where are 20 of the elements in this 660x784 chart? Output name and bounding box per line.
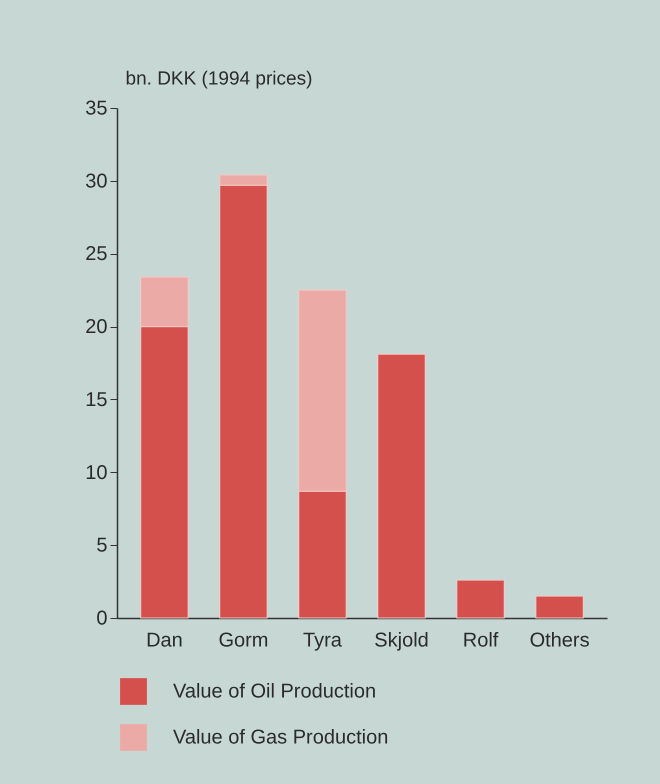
y-tick-label: 10 (85, 462, 108, 484)
x-tick-label: Others (530, 630, 590, 652)
x-tick-label: Gorm (218, 630, 268, 652)
legend-label: Value of Oil Production (173, 680, 376, 702)
x-tick-label: Skjold (374, 630, 429, 652)
bar (535, 596, 584, 618)
x-tick-label: Rolf (462, 630, 499, 652)
bar (377, 354, 426, 618)
bar (456, 580, 505, 618)
x-tick-label: Tyra (303, 630, 343, 652)
x-tick-label: Dan (146, 630, 183, 652)
y-tick-label: 20 (85, 316, 108, 338)
y-tick-label: 5 (96, 534, 108, 557)
y-axis-title: bn. DKK (1994 prices) (126, 68, 312, 90)
y-tick-label: 0 (96, 608, 108, 630)
y-tick-label: 35 (85, 98, 108, 120)
legend-label: Value of Gas Production (173, 726, 388, 748)
y-tick-label: 15 (85, 388, 108, 411)
y-tick-label: 30 (85, 170, 108, 192)
y-tick-label: 25 (85, 243, 108, 266)
